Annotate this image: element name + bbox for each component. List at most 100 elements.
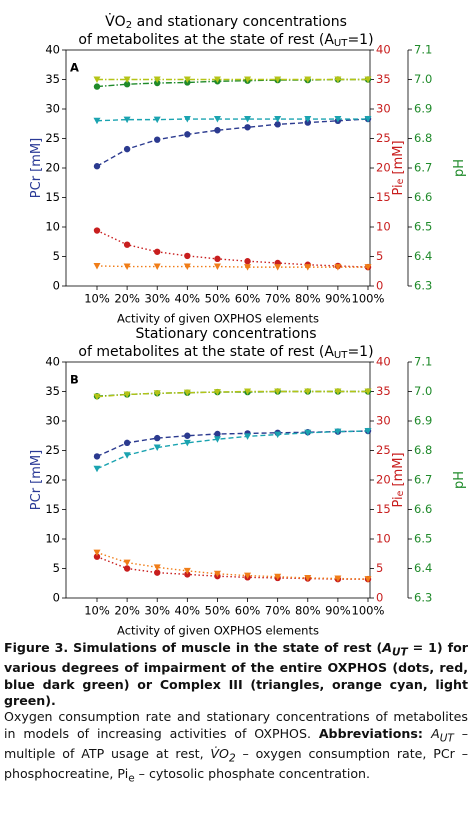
caption-text: – multiple of ATP usage at rest, (4, 725, 468, 761)
caption-subscript: e (128, 772, 135, 785)
point (213, 436, 221, 443)
y2-tick-label: 10 (376, 220, 391, 234)
point (123, 559, 131, 567)
point (214, 127, 221, 134)
axis-label-part: pH (452, 471, 467, 489)
caption-body: Oxygen consumption rate and stationary c… (4, 709, 468, 786)
point (123, 81, 131, 88)
axis-label: pH (452, 471, 467, 489)
point (244, 124, 251, 131)
point (93, 76, 101, 83)
point (304, 429, 312, 437)
chart-title-part: =1) (347, 344, 373, 360)
point (244, 76, 252, 83)
caption-symbol: V̇O (210, 745, 229, 761)
chart-title: of metabolites at the state of rest (AUT… (78, 344, 373, 361)
point (364, 264, 372, 271)
x-tick-label: 70% (265, 604, 291, 618)
y3-tick-label: 6.7 (414, 473, 432, 487)
y2-tick-label: 5 (376, 249, 383, 263)
y-tick-label: 20 (45, 161, 60, 175)
x-tick-label: 100% (352, 604, 385, 618)
figure: 051015202530354005101520253035406.36.46.… (29, 13, 467, 637)
caption: Figure 3. Simulations of muscle in the s… (0, 640, 472, 786)
series-line (96, 118, 369, 167)
point (274, 431, 282, 439)
point (154, 434, 161, 442)
series-line (96, 229, 369, 268)
axis-label-part: PCr [mM] (29, 138, 44, 198)
axis-label: pH (452, 159, 467, 177)
point (183, 389, 191, 397)
point (183, 263, 191, 271)
axis-label: PCr [mM] (29, 450, 44, 510)
panel-label: A (70, 61, 79, 75)
y-tick-label: 25 (45, 443, 60, 457)
x-tick-label: 100% (352, 292, 385, 306)
y3-tick-label: 6.8 (414, 131, 432, 145)
x-tick-label: 80% (295, 292, 321, 306)
point (123, 452, 131, 459)
y-tick-label: 15 (45, 190, 60, 204)
x-tick-label: 30% (144, 292, 170, 306)
x-tick-label: 90% (325, 604, 351, 618)
y-tick-label: 40 (45, 43, 60, 57)
y3-tick-label: 6.9 (414, 102, 432, 116)
point (123, 565, 131, 572)
x-tick-label: 80% (295, 604, 321, 618)
y3-tick-label: 7.1 (414, 355, 432, 369)
series-line (96, 430, 369, 470)
point (274, 573, 282, 581)
point (123, 263, 131, 271)
point (93, 83, 101, 90)
point (244, 433, 252, 440)
y3-tick-label: 6.8 (414, 443, 432, 457)
chart-title-subscript: UT (334, 350, 348, 361)
point (244, 258, 251, 265)
axis-label-part: PCr [mM] (29, 450, 44, 510)
point (123, 76, 131, 83)
point (213, 116, 221, 123)
caption-text: : (417, 725, 432, 741)
point (93, 227, 101, 234)
caption-text: = 1) for various degrees of impairment o… (4, 640, 468, 708)
point (183, 567, 191, 575)
point (183, 439, 191, 447)
axis-label: PCr [mM] (29, 138, 44, 198)
y2-tick-label: 25 (376, 443, 391, 457)
point (93, 117, 101, 125)
point (153, 390, 161, 397)
x-tick-label: 70% (265, 292, 291, 306)
axis-label-part: Pi (391, 496, 406, 507)
x-tick-label: 90% (325, 292, 351, 306)
y-tick-label: 0 (53, 279, 60, 293)
chart-title-part: and stationary concentrations (132, 14, 347, 30)
point (304, 76, 312, 83)
caption-subscript: UT (391, 646, 408, 659)
caption-title: Figure 3. Simulations of muscle in the s… (4, 640, 468, 709)
y-tick-label: 10 (45, 532, 60, 546)
series-line (96, 118, 368, 122)
y3-tick-label: 6.4 (414, 561, 432, 575)
caption-symbol: A (431, 725, 440, 741)
point (213, 76, 221, 83)
x-tick-label: 40% (175, 604, 201, 618)
caption-subscript: UT (439, 732, 454, 745)
y-tick-label: 5 (53, 561, 60, 575)
series-line (96, 265, 368, 268)
point (123, 241, 131, 248)
y-tick-label: 15 (45, 502, 60, 516)
y3-tick-label: 7.0 (414, 72, 432, 86)
y-tick-label: 5 (53, 249, 60, 263)
caption-text: Figure 3. Simulations of muscle in the s… (4, 640, 383, 655)
point (183, 116, 191, 123)
point (274, 264, 282, 271)
caption-text: Oxygen consumption rate and stationary c… (4, 709, 468, 741)
point (154, 79, 161, 87)
y3-tick-label: 6.5 (414, 220, 432, 234)
point (274, 121, 281, 128)
x-tick-label: 60% (235, 292, 261, 306)
point (304, 119, 311, 126)
point (184, 432, 191, 439)
